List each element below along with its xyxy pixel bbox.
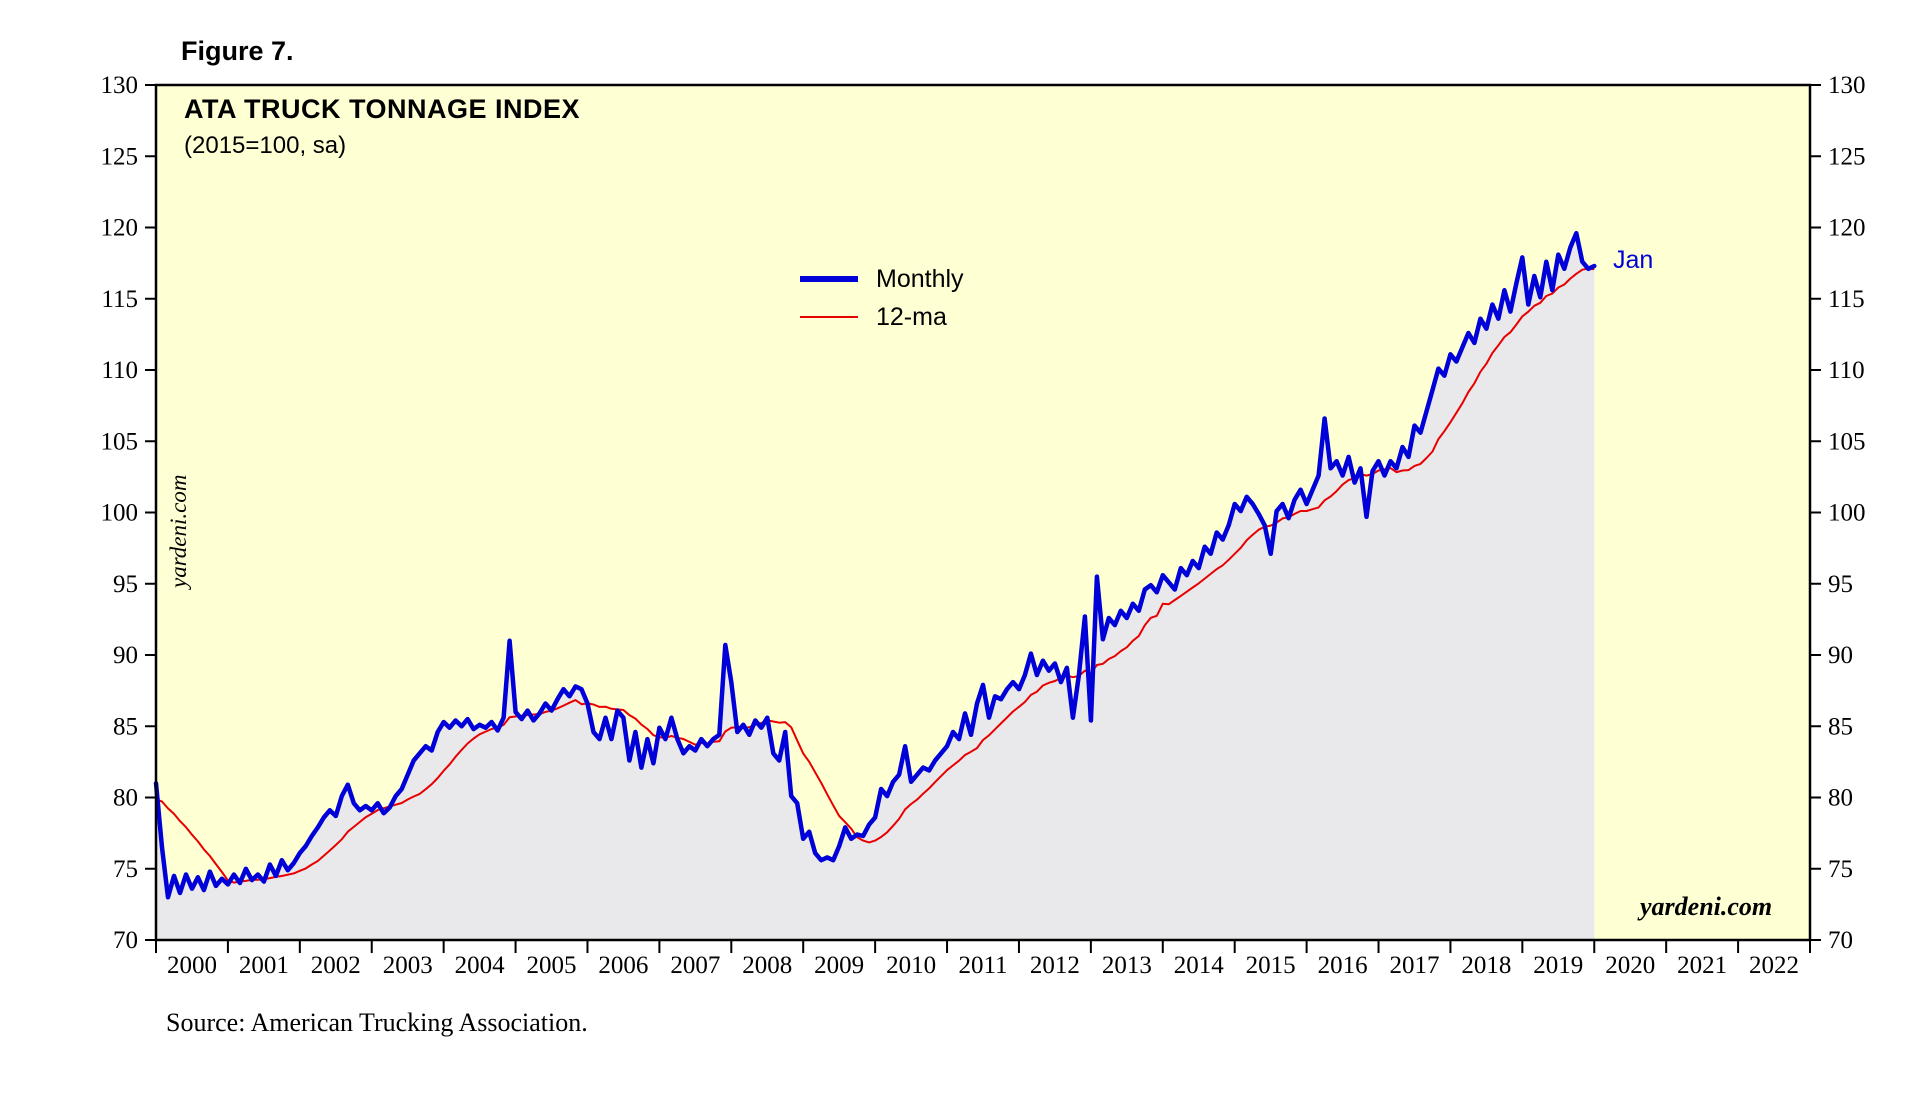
y-axis-label-right: 95 [1828, 571, 1853, 598]
area-fill [156, 233, 1595, 940]
x-axis-label: 2022 [1749, 952, 1799, 979]
legend-label-12ma: 12-ma [876, 302, 947, 331]
x-axis-label: 2015 [1246, 952, 1296, 979]
y-axis-label-right: 70 [1828, 927, 1853, 954]
y-axis-label-right: 85 [1828, 713, 1853, 740]
legend: Monthly 12-ma [800, 260, 964, 336]
chart-title: ATA TRUCK TONNAGE INDEX [184, 94, 580, 124]
monthly-line-swatch [800, 276, 858, 282]
y-axis-label-right: 75 [1828, 856, 1853, 883]
y-axis-label-left: 75 [113, 856, 138, 883]
y-axis-label-left: 100 [101, 500, 139, 527]
x-axis-label: 2009 [814, 952, 864, 979]
x-axis-label: 2014 [1174, 952, 1225, 979]
x-axis-label: 2019 [1533, 952, 1583, 979]
x-axis-label: 2003 [383, 952, 433, 979]
x-axis-label: 2001 [239, 952, 289, 979]
y-axis-label-right: 80 [1828, 785, 1853, 812]
legend-item-monthly: Monthly [800, 260, 964, 298]
x-axis-label: 2007 [670, 952, 720, 979]
y-axis-label-right: 100 [1828, 500, 1866, 527]
x-axis-label: 2016 [1318, 952, 1368, 979]
x-axis-label: 2011 [958, 952, 1007, 979]
y-axis-label-left: 130 [101, 72, 139, 99]
x-axis-label: 2005 [527, 952, 577, 979]
y-axis-label-left: 70 [113, 927, 138, 954]
x-axis-label: 2006 [598, 952, 648, 979]
legend-item-12ma: 12-ma [800, 298, 964, 336]
y-axis-label-right: 115 [1828, 286, 1865, 313]
y-axis-label-right: 110 [1828, 357, 1865, 384]
x-axis-label: 2008 [742, 952, 792, 979]
y-axis-label-right: 90 [1828, 642, 1853, 669]
x-axis-label: 2004 [455, 952, 506, 979]
x-axis-label: 2010 [886, 952, 936, 979]
monthly-line [153, 230, 1597, 900]
legend-label-monthly: Monthly [876, 264, 964, 293]
x-axis-label: 2012 [1030, 952, 1080, 979]
watermark-vertical: yardeni.com [166, 474, 191, 588]
y-axis-label-left: 95 [113, 571, 138, 598]
y-axis-label-left: 115 [101, 286, 138, 313]
x-axis-label: 2000 [167, 952, 217, 979]
y-axis-label-left: 120 [101, 215, 139, 242]
y-axis-label-right: 125 [1828, 143, 1866, 170]
y-axis-label-left: 125 [101, 143, 139, 170]
y-axis-label-left: 80 [113, 785, 138, 812]
x-axis-label: 2018 [1461, 952, 1511, 979]
x-axis-label: 2013 [1102, 952, 1152, 979]
y-axis-label-left: 105 [101, 428, 139, 455]
ma-line-swatch [800, 316, 858, 318]
y-axis-label-left: 110 [101, 357, 138, 384]
y-axis-label-right: 120 [1828, 215, 1866, 242]
y-axis-label-right: 105 [1828, 428, 1866, 455]
x-axis-label: 2021 [1677, 952, 1727, 979]
y-axis-label-left: 85 [113, 713, 138, 740]
y-axis-label-right: 130 [1828, 72, 1866, 99]
last-point-label: Jan [1613, 246, 1654, 274]
chart-subtitle: (2015=100, sa) [184, 132, 347, 159]
x-axis-label: 2017 [1389, 952, 1439, 979]
figure-label: Figure 7. [181, 36, 294, 66]
y-axis-label-left: 90 [113, 642, 138, 669]
watermark-bottom-right: yardeni.com [1640, 892, 1773, 921]
x-axis-label: 2020 [1605, 952, 1655, 979]
source-note: Source: American Trucking Association. [166, 1008, 588, 1037]
x-axis-label: 2002 [311, 952, 361, 979]
